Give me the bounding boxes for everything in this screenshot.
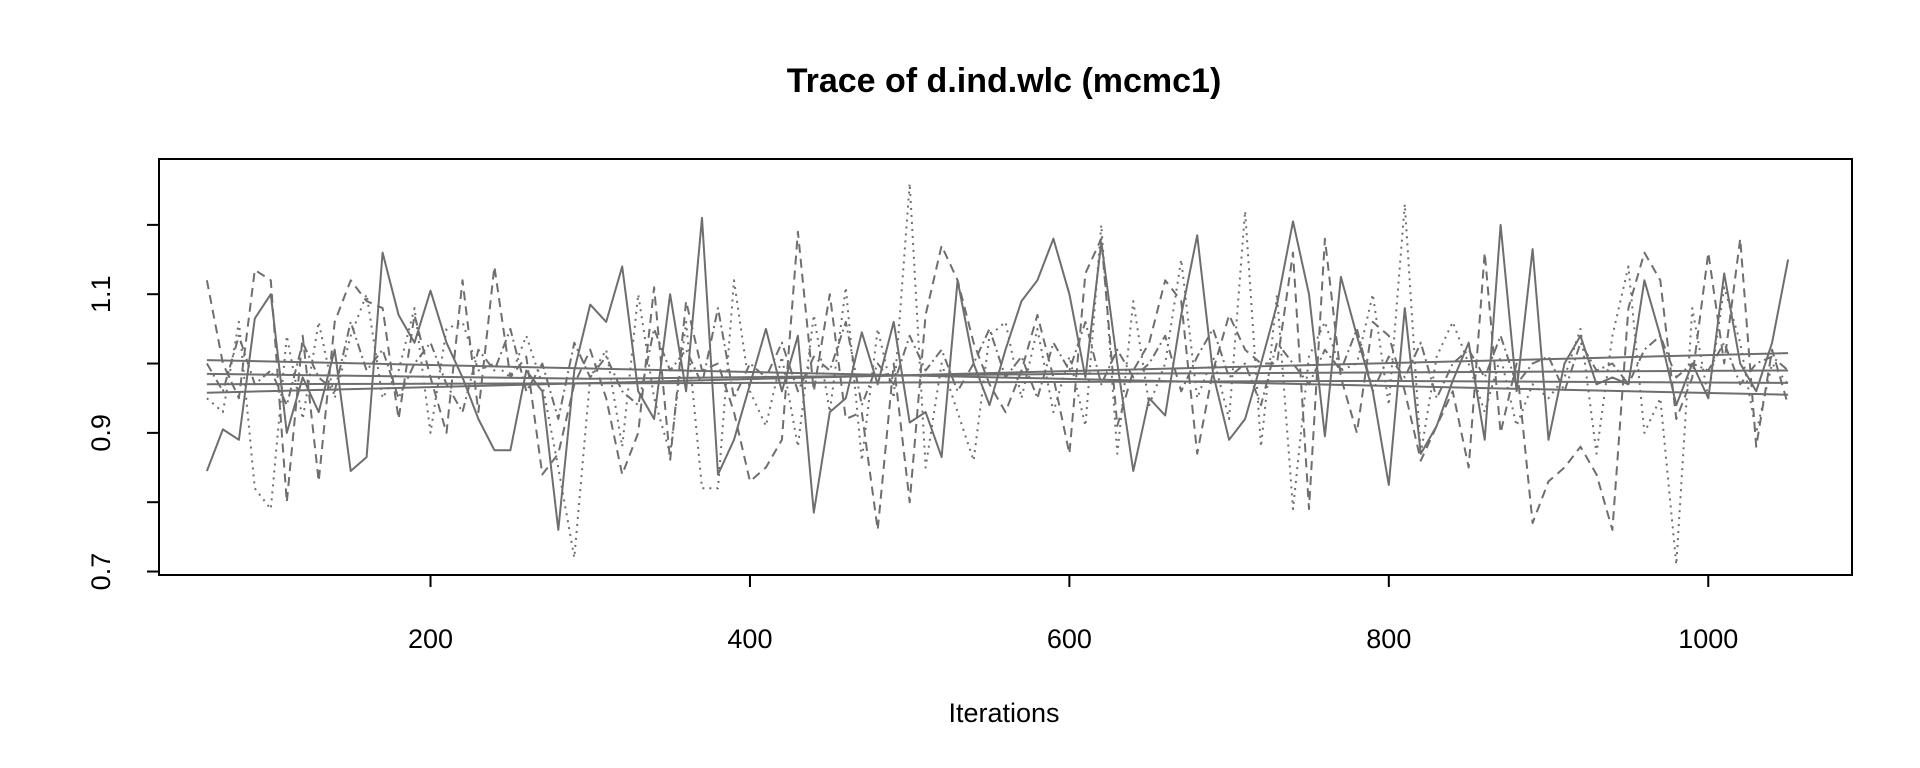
x-tick-label: 600 bbox=[1047, 624, 1092, 654]
smooth-line-4 bbox=[206, 379, 1789, 386]
y-tick-label: 0.9 bbox=[86, 414, 116, 452]
trace-series-2 bbox=[205, 230, 1790, 531]
y-tick-label: 0.7 bbox=[86, 553, 116, 591]
smooth-line-1 bbox=[206, 359, 1789, 396]
x-tick-label: 400 bbox=[727, 624, 772, 654]
x-tick-label: 800 bbox=[1366, 624, 1411, 654]
x-axis: 200 400 600 800 1000 bbox=[408, 574, 1738, 654]
x-tick-label: 200 bbox=[408, 624, 453, 654]
y-tick-label: 1.1 bbox=[86, 275, 116, 313]
y-axis: 0.7 0.9 1.1 bbox=[86, 223, 160, 591]
x-tick-label: 1000 bbox=[1678, 624, 1738, 654]
smooth-line-2 bbox=[206, 352, 1789, 394]
chart-title: Trace of d.ind.wlc (mcmc1) bbox=[787, 62, 1222, 100]
plot-area bbox=[205, 182, 1790, 566]
trace-series-4 bbox=[206, 307, 1789, 420]
x-axis-label: Iterations bbox=[948, 698, 1059, 728]
trace-series-3 bbox=[206, 182, 1789, 566]
smooth-line-3 bbox=[206, 369, 1789, 380]
